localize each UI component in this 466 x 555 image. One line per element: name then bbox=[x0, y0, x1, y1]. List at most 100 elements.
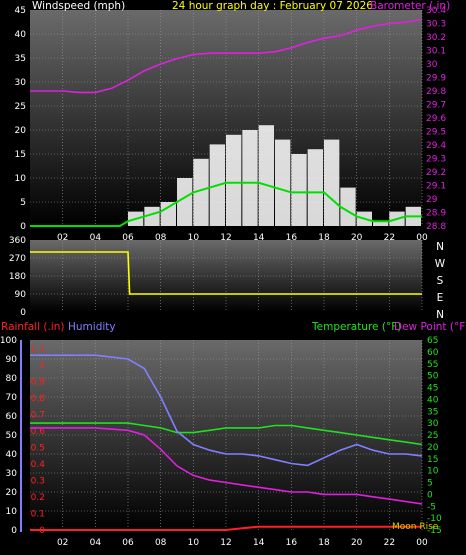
humidity-tick-label: 30 bbox=[6, 469, 18, 479]
panel1-x-ticks: 02 04 06 08 10 12 14 16 18 20 22 00 bbox=[57, 233, 428, 243]
rainfall-tick-label: 0.1 bbox=[31, 509, 45, 519]
x-tick-label: 02 bbox=[57, 233, 68, 243]
humidity-tick-label: 20 bbox=[6, 488, 18, 498]
panel3-x-ticks: 02 04 06 08 10 12 14 16 18 20 22 00 bbox=[57, 538, 428, 548]
windspeed-bar bbox=[324, 139, 340, 226]
windspeed-bar bbox=[177, 178, 193, 226]
windspeed-tick-label: 20 bbox=[15, 126, 27, 136]
rainfall-tick-label: 0.3 bbox=[31, 476, 45, 486]
compass-label: W bbox=[435, 258, 446, 270]
windspeed-axis-label: Windspeed (mph) bbox=[32, 0, 125, 12]
x-tick-label: 06 bbox=[122, 233, 134, 243]
windspeed-bar bbox=[340, 187, 356, 226]
temperature-tick-label: -10 bbox=[427, 514, 442, 524]
temperature-line bbox=[30, 422, 423, 446]
barometer-tick-label: 30.1 bbox=[426, 47, 446, 57]
barometer-tick-label: 29.3 bbox=[426, 155, 446, 165]
windspeed-bar bbox=[291, 154, 307, 226]
temperature-tick-label: 30 bbox=[427, 419, 439, 429]
x-tick-label: 20 bbox=[351, 233, 363, 243]
panel2-left-ticks: 360 270 180 90 0 bbox=[9, 236, 26, 318]
windspeed-bar bbox=[258, 125, 274, 226]
humidity-tick-label: 80 bbox=[6, 374, 18, 384]
compass-label: N bbox=[436, 309, 444, 321]
barometer-tick-label: 28.9 bbox=[426, 209, 446, 219]
windspeed-bar bbox=[160, 202, 176, 226]
wind-direction-line bbox=[30, 251, 422, 295]
windspeed-bar bbox=[144, 206, 160, 226]
humidity-tick-label: 100 bbox=[0, 336, 17, 346]
temperature-tick-label: 5 bbox=[427, 479, 433, 489]
x-tick-label: 18 bbox=[318, 233, 330, 243]
x-tick-label: 22 bbox=[384, 538, 395, 548]
direction-tick-label: 180 bbox=[9, 272, 26, 282]
barometer-tick-label: 29.2 bbox=[426, 168, 446, 178]
rainfall-tick-label: 0.7 bbox=[31, 410, 45, 420]
windspeed-tick-label: 35 bbox=[15, 54, 26, 64]
barometer-tick-label: 30.4 bbox=[426, 6, 446, 16]
temperature-tick-label: 20 bbox=[427, 443, 439, 453]
barometer-tick-label: 29.6 bbox=[426, 114, 446, 124]
windspeed-tick-label: 10 bbox=[15, 174, 27, 184]
windspeed-tick-label: 0 bbox=[20, 222, 26, 232]
x-tick-label: 16 bbox=[286, 233, 298, 243]
wind-average-line bbox=[30, 181, 422, 227]
barometer-tick-label: 29.5 bbox=[426, 128, 446, 138]
windspeed-bar bbox=[242, 130, 258, 226]
x-tick-label: 12 bbox=[220, 233, 231, 243]
temperature-tick-label: 50 bbox=[427, 372, 439, 382]
temperature-tick-label: 10 bbox=[427, 467, 439, 477]
barometer-tick-label: 30.3 bbox=[426, 20, 446, 30]
panel1-right-ticks: 30.4 30.3 30.2 30.1 30 29.9 29.8 29.7 29.6 29.5 29… bbox=[426, 6, 446, 232]
barometer-tick-label: 28.8 bbox=[426, 222, 446, 232]
temperature-tick-label: 65 bbox=[427, 336, 438, 346]
x-tick-label: 08 bbox=[155, 233, 167, 243]
x-tick-label: 00 bbox=[416, 233, 428, 243]
temperature-tick-label: 35 bbox=[427, 407, 438, 417]
x-tick-label: 04 bbox=[90, 233, 102, 243]
windspeed-bar bbox=[193, 158, 209, 226]
temperature-tick-label: -15 bbox=[427, 526, 442, 536]
barometer-tick-label: 29.8 bbox=[426, 87, 446, 97]
x-tick-label: 04 bbox=[90, 538, 102, 548]
x-tick-label: 14 bbox=[253, 538, 265, 548]
x-tick-label: 06 bbox=[122, 538, 134, 548]
humidity-axis-label: Humidity bbox=[68, 321, 116, 333]
panel3-series bbox=[30, 354, 423, 531]
rainfall-tick-label: 0.6 bbox=[31, 427, 46, 437]
rainfall-tick-label: 0.5 bbox=[31, 443, 45, 453]
temperature-tick-label: 45 bbox=[427, 384, 438, 394]
humidity-tick-label: 90 bbox=[6, 355, 18, 365]
x-tick-label: 12 bbox=[220, 538, 231, 548]
direction-tick-label: 90 bbox=[15, 290, 27, 300]
barometer-tick-label: 30 bbox=[426, 60, 438, 70]
temperature-tick-label: 60 bbox=[427, 348, 439, 358]
direction-tick-label: 270 bbox=[9, 254, 26, 264]
rainfall-tick-label: 0.2 bbox=[31, 493, 45, 503]
barometer-tick-label: 29 bbox=[426, 195, 438, 205]
temperature-tick-label: 40 bbox=[427, 395, 439, 405]
humidity-tick-label: 50 bbox=[6, 431, 18, 441]
compass-label: N bbox=[436, 241, 444, 253]
rainfall-tick-label: 0.9 bbox=[31, 377, 46, 387]
chart-title: 24 hour graph day : February 07 2026 bbox=[172, 0, 373, 12]
panel1-left-ticks: 45 40 35 30 25 20 15 10 5 0 bbox=[15, 6, 27, 232]
x-tick-label: 10 bbox=[188, 233, 200, 243]
windspeed-bar bbox=[275, 139, 291, 226]
temperature-tick-label: 0 bbox=[427, 490, 433, 500]
x-tick-label: 10 bbox=[188, 538, 200, 548]
temperature-tick-label: 55 bbox=[427, 360, 438, 370]
windspeed-bar bbox=[226, 134, 242, 226]
windspeed-tick-label: 30 bbox=[15, 78, 27, 88]
humidity-tick-label: 0 bbox=[11, 526, 17, 536]
windspeed-tick-label: 45 bbox=[15, 6, 26, 16]
dewpoint-axis-label: Dew Point (°F) bbox=[394, 321, 466, 333]
x-tick-label: 00 bbox=[416, 538, 428, 548]
temperature-tick-label: 25 bbox=[427, 431, 438, 441]
barometer-tick-label: 30.2 bbox=[426, 33, 446, 43]
